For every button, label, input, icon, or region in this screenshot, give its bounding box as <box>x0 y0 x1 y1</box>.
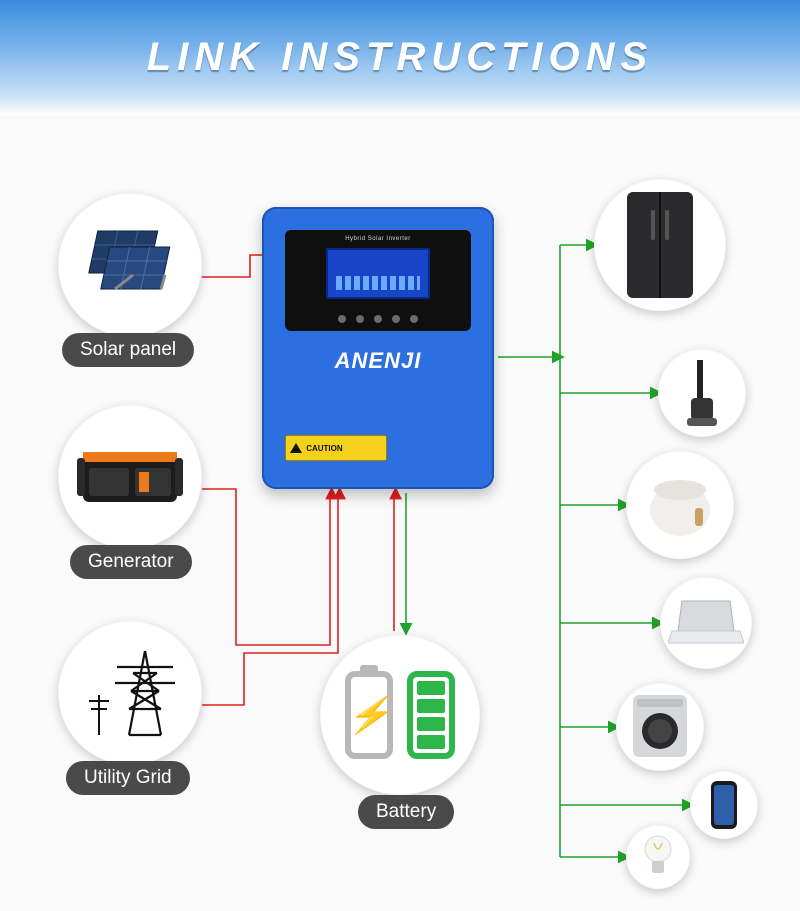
battery-label: Battery <box>358 795 454 829</box>
vacuum-icon <box>677 358 727 428</box>
utility-grid-icon <box>75 643 185 743</box>
utility-grid-label: Utility Grid <box>66 761 190 795</box>
utility-grid-node <box>58 621 202 765</box>
lightbulb-icon <box>641 833 675 881</box>
banner: LINK INSTRUCTIONS <box>0 0 800 115</box>
inverter-buttons-icon <box>285 315 471 323</box>
rice-cooker-icon <box>641 466 719 544</box>
battery-node: .bat:nth-child(1)::before{background:#b8… <box>320 635 480 795</box>
vacuum-node <box>658 349 746 437</box>
washing-machine-icon <box>629 693 691 761</box>
fridge-icon <box>623 190 697 300</box>
generator-icon <box>75 438 185 516</box>
warning-triangle-icon <box>290 443 302 453</box>
bulb-node <box>626 825 690 889</box>
solar-panel-node <box>58 193 202 337</box>
inverter-panel: Hybrid Solar Inverter <box>285 230 471 332</box>
generator-label: Generator <box>70 545 192 579</box>
solar-panel-icon <box>75 225 185 305</box>
battery-icon: .bat:nth-child(1)::before{background:#b8… <box>345 671 455 759</box>
banner-title: LINK INSTRUCTIONS <box>147 35 653 80</box>
fridge-node <box>594 179 726 311</box>
caution-label: CAUTION <box>285 435 387 460</box>
diagram-stage: Hybrid Solar Inverter ANENJI CAUTION <box>0 115 800 911</box>
inverter-lcd-icon <box>326 248 430 299</box>
smartphone-icon <box>709 779 739 831</box>
laptop-node <box>660 577 752 669</box>
washer-node <box>616 683 704 771</box>
rice-cooker-node <box>626 451 734 559</box>
inverter-brand: ANENJI <box>262 348 494 374</box>
caution-text: CAUTION <box>306 444 342 453</box>
solar-panel-label: Solar panel <box>62 333 194 367</box>
phone-node <box>690 771 758 839</box>
inverter-panel-title: Hybrid Solar Inverter <box>285 236 471 242</box>
inverter-device: Hybrid Solar Inverter ANENJI CAUTION <box>262 207 494 489</box>
laptop-icon <box>668 597 744 649</box>
generator-node <box>58 405 202 549</box>
